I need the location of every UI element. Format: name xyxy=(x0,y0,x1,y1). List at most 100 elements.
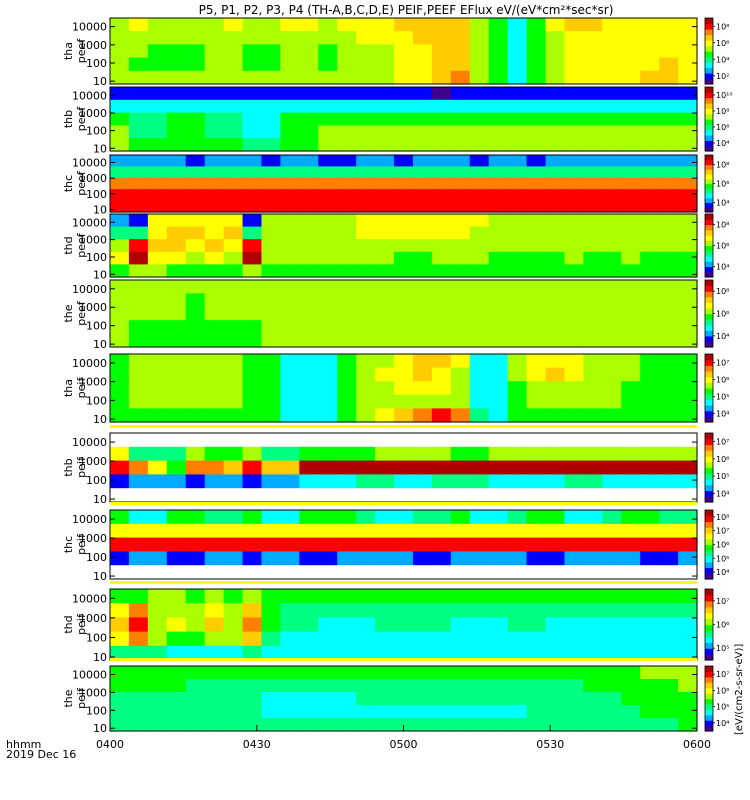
heatmap-cell xyxy=(128,666,149,680)
heatmap-cell xyxy=(147,381,168,396)
heatmap-cell xyxy=(507,354,528,369)
heatmap-cell xyxy=(299,718,319,732)
heatmap-cell xyxy=(450,488,471,503)
heatmap-cell xyxy=(564,488,584,503)
heatmap-cell xyxy=(678,138,698,152)
heatmap-cell xyxy=(110,264,130,278)
heatmap-cell xyxy=(204,87,225,101)
heatmap-cell xyxy=(583,306,603,321)
y-tick-label: 10000 xyxy=(72,592,107,605)
heatmap-cell xyxy=(375,603,395,618)
heatmap-cell xyxy=(375,354,395,369)
heatmap-cell xyxy=(204,474,225,489)
heatmap-cell xyxy=(147,264,168,278)
heatmap-cell xyxy=(583,433,603,448)
heatmap-cell xyxy=(299,617,319,633)
heatmap-cell xyxy=(110,551,130,566)
heatmap-cell xyxy=(166,125,187,139)
heatmap-cell xyxy=(337,251,357,265)
heatmap-cell xyxy=(318,251,338,265)
heatmap-cell xyxy=(602,488,622,503)
heatmap-cell xyxy=(659,200,679,213)
heatmap-cell xyxy=(318,333,338,348)
heatmap-cell xyxy=(469,381,490,396)
y-tick-label: 100 xyxy=(86,631,107,644)
x-axis-date: 2019 Dec 16 xyxy=(6,748,76,761)
colorbar-segment xyxy=(705,399,713,406)
y-tick-label: 10 xyxy=(93,493,107,506)
heatmap-cell xyxy=(564,251,584,265)
heatmap-cell xyxy=(375,460,395,475)
heatmap-cell xyxy=(242,264,263,278)
heatmap-cell xyxy=(280,354,300,369)
heatmap-cell xyxy=(583,692,603,706)
heatmap-cell xyxy=(280,692,300,706)
colorbar-units-label: [eV/(cm2-s-sr-eV)] xyxy=(734,644,745,735)
heatmap-cell xyxy=(678,306,698,321)
heatmap-cell xyxy=(261,306,282,321)
heatmap-cell xyxy=(223,293,244,308)
heatmap-cell xyxy=(318,177,338,190)
heatmap-cell xyxy=(412,57,433,72)
heatmap-cell xyxy=(602,306,622,321)
heatmap-cell xyxy=(128,125,149,139)
heatmap-cell xyxy=(337,57,357,72)
heatmap-cell xyxy=(659,523,679,539)
heatmap-cell xyxy=(166,138,187,152)
heatmap-cell xyxy=(602,280,622,294)
heatmap-cell xyxy=(469,408,490,423)
heatmap-cell xyxy=(318,155,338,167)
colorbar-segment xyxy=(705,159,713,166)
heatmap-cell xyxy=(185,293,206,308)
heatmap-cell xyxy=(412,320,433,335)
heatmap-cell xyxy=(659,433,679,448)
heatmap-cell xyxy=(678,381,698,396)
heatmap-cell xyxy=(299,293,319,308)
heatmap-cell xyxy=(280,631,300,647)
colorbar-tick-label: 10⁸ xyxy=(716,161,729,170)
heatmap-cell xyxy=(526,408,547,423)
heatmap-cell xyxy=(469,565,490,580)
heatmap-cell xyxy=(526,433,547,448)
heatmap-cell xyxy=(375,381,395,396)
heatmap-cell xyxy=(110,394,130,409)
y-tick-label: 1000 xyxy=(79,234,107,247)
heatmap-cell xyxy=(128,679,149,693)
heatmap-cell xyxy=(375,666,395,680)
heatmap-cell xyxy=(640,214,660,228)
heatmap-cell xyxy=(318,226,338,240)
heatmap-cell xyxy=(526,214,547,228)
heatmap-cell xyxy=(318,87,338,101)
heatmap-cell xyxy=(621,408,641,423)
heatmap-cell xyxy=(564,510,584,525)
heatmap-cell xyxy=(678,112,698,126)
heatmap-cell xyxy=(583,589,603,604)
heatmap-cell xyxy=(318,99,338,114)
colorbar-segment xyxy=(705,73,713,80)
y-tick-label: 100 xyxy=(86,320,107,333)
heatmap-cell xyxy=(318,666,338,680)
colorbar-tick-label: 10⁶ xyxy=(716,242,729,251)
heatmap-cell xyxy=(110,280,130,294)
heatmap-cell xyxy=(356,381,376,396)
heatmap-cell xyxy=(469,488,490,503)
heatmap-cell xyxy=(583,446,603,462)
heatmap-cell xyxy=(394,551,414,566)
heatmap-cell xyxy=(602,57,622,72)
heatmap-cell xyxy=(412,617,433,633)
heatmap-cell xyxy=(242,138,263,152)
heatmap-cell xyxy=(261,214,282,228)
heatmap-cell xyxy=(488,617,509,633)
colorbar-segment xyxy=(705,313,713,320)
heatmap-cell xyxy=(621,70,641,85)
heatmap-cell xyxy=(299,87,319,101)
heatmap-cell xyxy=(375,631,395,647)
heatmap-cell xyxy=(545,214,566,228)
heatmap-cell xyxy=(545,251,566,265)
heatmap-cell xyxy=(280,666,300,680)
heatmap-cell xyxy=(431,631,452,647)
heatmap-cell xyxy=(375,306,395,321)
heatmap-cell xyxy=(204,631,225,647)
